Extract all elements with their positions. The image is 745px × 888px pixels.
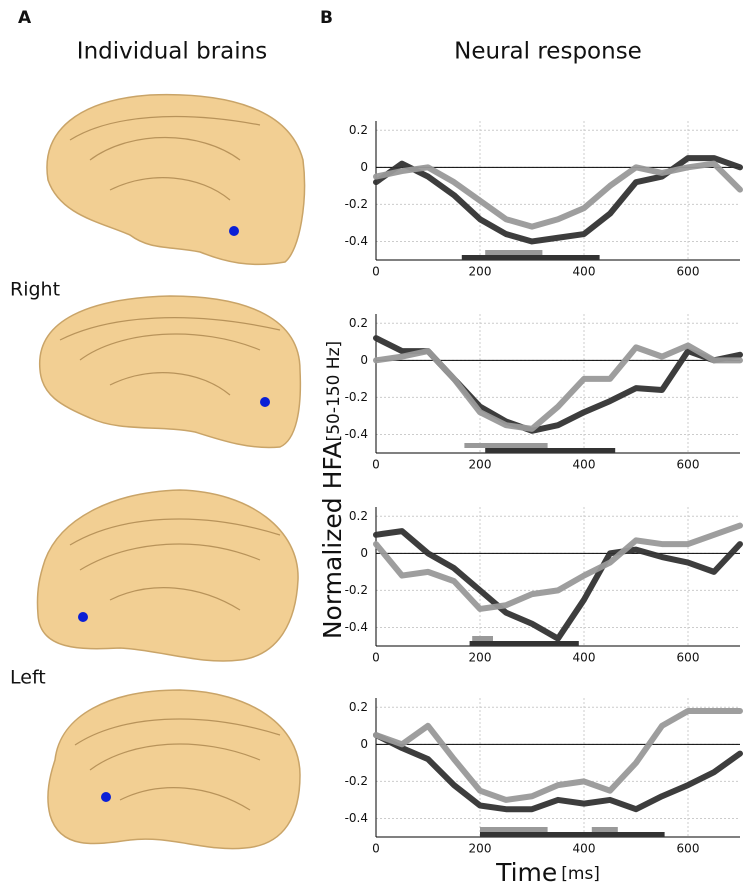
x-tick-label: 0 [372,651,380,665]
significance-bar [485,448,616,453]
panel-label: B [320,8,333,28]
brains [36,93,306,850]
sulcus [69,518,281,611]
y-tick-label: 0 [360,546,368,560]
y-tick-label: -0.4 [345,427,368,441]
electrode [78,612,88,622]
y-tick-label: -0.4 [345,620,368,634]
panel-title: Individual brains [77,39,267,65]
series-line [373,528,743,642]
significance-bar [485,250,543,255]
y-tick-label: 0.2 [349,316,368,330]
y-tick-label: -0.2 [345,197,368,211]
x-axis-label: Time [ms] [495,858,600,887]
significance-bar [480,832,665,837]
y-axis-label-main: Normalized HFA [318,441,347,639]
y-axis-label-unit: [50-150 Hz] [324,341,344,442]
significance-bar [464,443,548,448]
x-tick-label: 600 [677,651,700,665]
x-tick-label: 0 [372,265,380,279]
panel-title: Neural response [454,39,642,65]
x-tick-label: 600 [677,842,700,856]
series-line [373,732,743,813]
brain [47,689,301,850]
x-axis-label-main: Time [495,858,557,887]
x-tick-label: 200 [469,651,492,665]
x-tick-label: 0 [372,458,380,472]
y-tick-label: 0 [360,160,368,174]
y-axis-label: Normalized HFA[50-150 Hz] [318,341,347,639]
sulcus [59,317,281,396]
electrode [260,397,270,407]
series-line [373,160,743,230]
x-tick-label: 400 [573,458,596,472]
series-line [373,707,743,803]
x-tick-label: 400 [573,265,596,279]
y-tick-label: -0.4 [345,234,368,248]
x-tick-label: 200 [469,265,492,279]
plot-area [376,507,740,646]
x-tick-label: 200 [469,458,492,472]
y-tick-label: 0 [360,353,368,367]
panel-label: A [18,8,32,28]
series-line [373,522,743,612]
brain [46,93,306,266]
series-line [373,342,743,432]
x-axis-label-unit: [ms] [561,864,600,884]
y-tick-label: -0.2 [345,390,368,404]
y-tick-label: -0.2 [345,774,368,788]
significance-bar [469,641,579,646]
y-tick-label: 0.2 [349,509,368,523]
y-tick-label: 0.2 [349,123,368,137]
significance-bar [480,827,548,832]
plot-area [376,314,740,453]
x-tick-label: 200 [469,842,492,856]
x-tick-label: 400 [573,842,596,856]
sulcus [69,116,261,201]
electrodes [78,226,270,802]
y-tick-label: -0.2 [345,583,368,597]
hemisphere-label: Left [10,667,46,689]
electrode [101,792,111,802]
y-tick-label: 0.2 [349,700,368,714]
y-tick-label: -0.4 [345,811,368,825]
hemisphere-label: Right [10,279,60,301]
x-tick-label: 400 [573,651,596,665]
electrode [229,226,239,236]
x-tick-label: 0 [372,842,380,856]
significance-bar [461,255,600,260]
series-line [373,155,743,245]
significance-bar [472,636,493,641]
x-tick-label: 600 [677,265,700,279]
significance-bar [591,827,618,832]
plot-area [376,698,740,837]
x-tick-label: 600 [677,458,700,472]
y-tick-label: 0 [360,737,368,751]
brain [36,489,299,662]
brain [39,295,302,449]
sulcus [74,718,281,811]
